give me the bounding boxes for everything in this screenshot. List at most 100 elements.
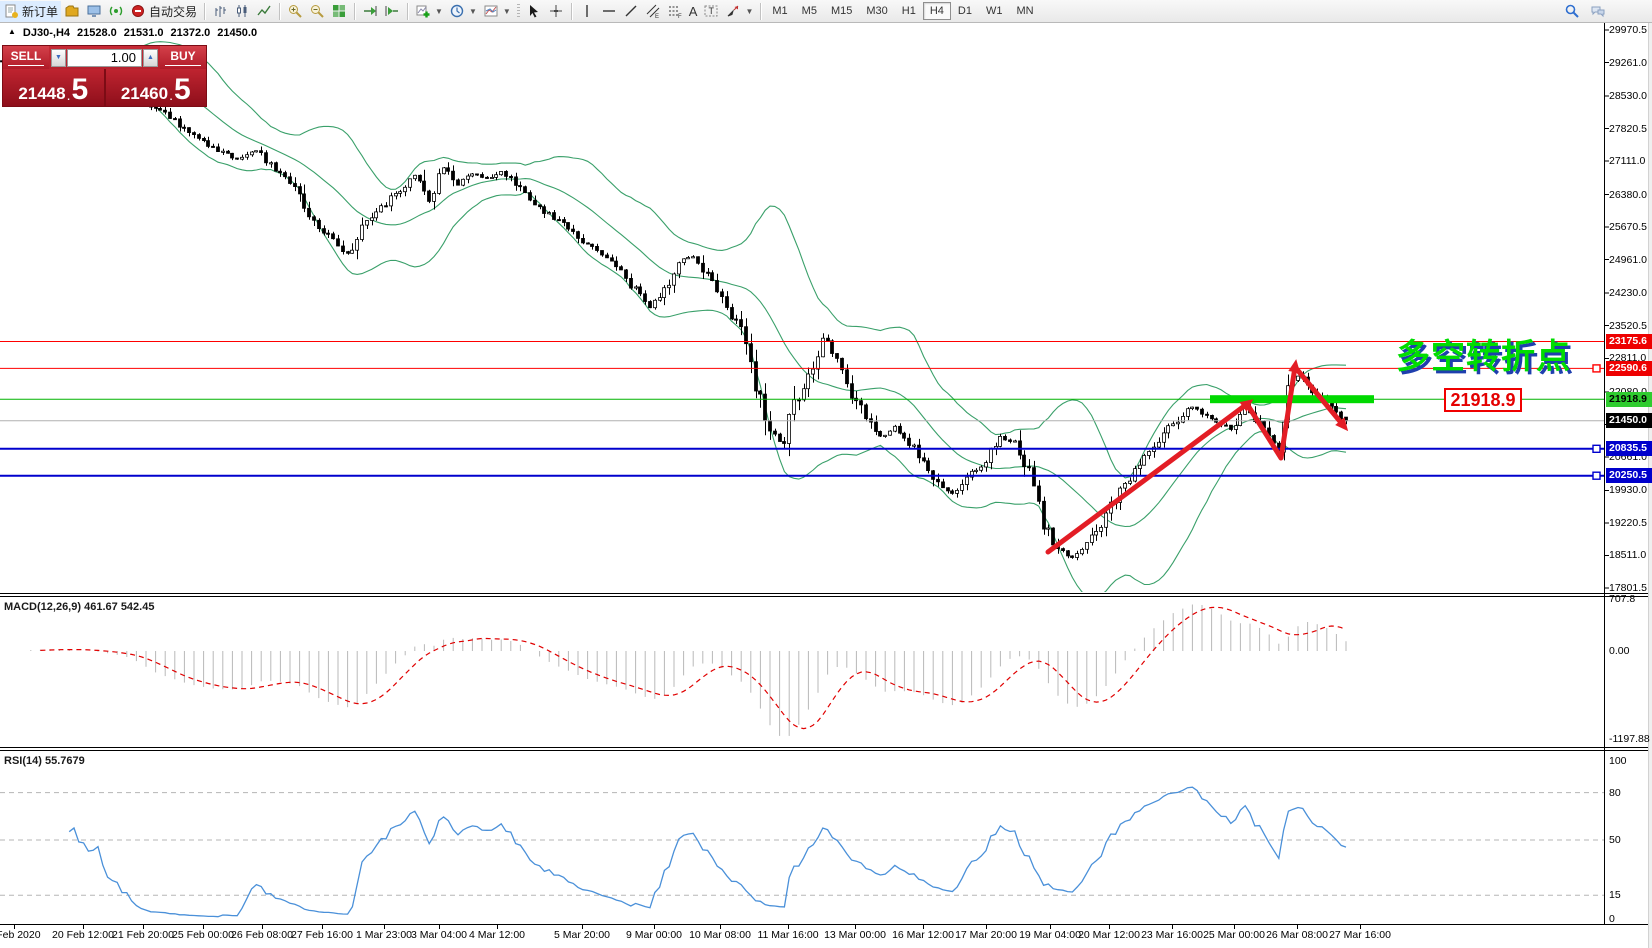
channel-tool-button[interactable]: E [642,1,664,22]
search-icon[interactable] [1564,3,1580,19]
arrows-tool-button[interactable]: ▼ [722,1,756,22]
dropdown-caret[interactable]: ▼ [435,6,443,16]
collapse-arrow-icon[interactable]: ▲ [8,27,16,36]
chart-scrollbar[interactable] [1648,23,1652,948]
sell-button[interactable]: SELL [3,46,49,69]
ask-price-button[interactable]: 21460 . 5 [105,69,206,106]
tf-m1[interactable]: M1 [772,5,788,17]
tf-m30[interactable]: M30 [866,5,888,17]
rsi-label: RSI(14) 55.7679 [4,755,85,767]
price-tick-label: 29261.0 [1609,57,1647,69]
price-tick-label: 25670.5 [1609,221,1647,233]
templates-button[interactable]: ▼ [480,1,514,22]
chat-icon[interactable] [1590,3,1606,19]
crosshair-tool-button[interactable] [545,1,567,22]
price-tick-label: 27111.0 [1609,155,1646,167]
line-anchor-marker [1592,364,1601,373]
rsi-axis-label: 0 [1609,913,1615,925]
tf-h1[interactable]: H1 [901,5,916,17]
terminal-button[interactable] [83,1,105,22]
zoom-out-button[interactable] [306,1,328,22]
time-axis-label: 19 Mar 04:00 [1019,929,1081,941]
tile-windows-button[interactable] [328,1,350,22]
ask-price-big-digit: 5 [173,73,191,106]
add-indicator-button[interactable]: ▼ [412,1,446,22]
text-label-tool-button[interactable]: T [700,1,722,22]
macd-axis-label: -1197.88 [1609,733,1650,745]
price-tick-label: 28530.0 [1609,90,1647,102]
macd-axis-label: 0.00 [1609,645,1630,657]
volume-increase-button[interactable]: ▲ [143,48,158,67]
price-tag-21450: 21450.0 [1606,413,1652,428]
tf-m5[interactable]: M5 [801,5,817,17]
high-value: 21531.0 [123,27,164,39]
main-chart-layer [0,41,1348,592]
new-order-icon [5,4,18,18]
chart-shift-icon [385,6,399,16]
tf-mn[interactable]: MN [1016,5,1034,17]
line-chart-icon [257,5,271,16]
auto-scroll-button[interactable] [359,1,381,22]
cursor-tool-button[interactable] [523,1,545,22]
zoom-in-button[interactable] [284,1,306,22]
turning-point-annotation: 多空转折点 [1396,338,1571,376]
price-callout-box[interactable]: 21918.9 [1444,388,1522,412]
volume-stepper: ▼ 1.00 ▲ [49,46,160,69]
zoom-out-icon [311,5,324,18]
time-axis-label: 26 Feb 08:00 [231,929,293,941]
candlestick-chart-button[interactable] [231,1,253,22]
tf-d1[interactable]: D1 [957,5,972,17]
dropdown-caret[interactable]: ▼ [468,6,477,16]
dropdown-caret[interactable]: ▼ [745,6,754,16]
rsi-pane-layer [0,786,1604,918]
tf-m15[interactable]: M15 [830,5,853,17]
price-tag-20835.5: 20835.5 [1606,441,1652,456]
low-value: 21372.0 [170,27,211,39]
signal-icon [109,6,123,16]
new-order-button[interactable]: 新订单 [0,0,62,22]
time-axis-label: 9 Mar 00:00 [625,929,683,941]
periods-button[interactable]: ▼ [446,1,480,22]
trendline-tool-button[interactable] [620,1,642,22]
sell-underline [7,65,45,66]
bar-chart-button[interactable] [209,1,231,22]
price-tick-label: 19930.0 [1609,484,1647,496]
volume-decrease-button[interactable]: ▼ [51,48,66,67]
macd-main-value: 461.67 [84,601,118,613]
buy-button[interactable]: BUY [160,46,206,69]
svg-text:E: E [655,14,659,19]
time-axis-label: 1 Mar 23:00 [355,929,413,941]
candlestick-chart-icon [237,5,247,17]
svg-text:F: F [678,14,682,19]
bid-price-button[interactable]: 21448 . 5 [3,69,106,106]
tf-h4[interactable]: H4 [922,2,951,20]
dropdown-caret[interactable]: ▼ [502,6,511,16]
horizontal-line-tool-button[interactable] [598,1,620,22]
chart-frame [0,23,1652,929]
time-axis-label: 4 Mar 12:00 [468,929,526,941]
trend-arrow-layer [1045,359,1349,555]
macd-axis-label: 707.8 [1609,593,1636,605]
bar-chart-icon [215,6,227,17]
text-tool-button[interactable]: A [686,1,701,22]
fibonacci-tool-button[interactable]: F [664,1,686,22]
arrows-icon [728,5,739,17]
toolbar-grip[interactable] [516,3,520,19]
files-button[interactable] [61,1,83,22]
tile-windows-icon [333,5,346,17]
equidistant-channel-icon: E [646,4,660,19]
tf-w1[interactable]: W1 [985,5,1003,17]
volume-input[interactable]: 1.00 [67,48,142,67]
price-tick-label: 27820.5 [1609,123,1647,135]
time-axis-label: 25 Feb 00:00 [172,929,234,941]
auto-trading-button[interactable]: 自动交易 [127,1,200,22]
vertical-line-tool-button[interactable] [576,1,598,22]
signal-button[interactable] [105,1,127,22]
price-tick-label: 24230.0 [1609,287,1647,299]
buy-underline [164,65,202,66]
bollinger-lower [93,61,1347,592]
chart-shift-button[interactable] [381,1,403,22]
line-chart-button[interactable] [253,1,275,22]
time-axis-label: 9 Feb 2020 [0,929,41,941]
